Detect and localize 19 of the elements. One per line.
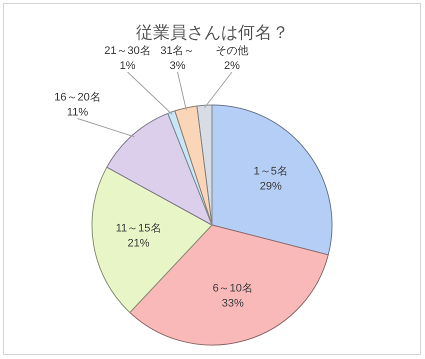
pie-slice	[92, 166, 212, 313]
data-label: 21%	[128, 238, 150, 250]
slice-label: 21～30名	[104, 45, 151, 57]
data-label: 1%	[120, 60, 136, 72]
data-label: 29%	[260, 180, 282, 192]
slice-label: 11～15名	[116, 222, 162, 235]
chart-title: 従業員さんは何名？	[136, 23, 289, 42]
slice-label: 31名～	[160, 45, 195, 57]
slice-label: 1～5名	[254, 165, 288, 178]
slice-label: その他	[216, 45, 248, 57]
data-label: 2%	[224, 60, 240, 72]
slice-label: 6～10名	[212, 282, 253, 294]
pie-slice	[212, 104, 332, 256]
pie-slice	[174, 105, 212, 226]
data-label: 3%	[170, 60, 186, 72]
slice-label: 16～20名	[54, 91, 101, 104]
data-label: 33%	[222, 297, 244, 310]
pie-slice	[129, 224, 329, 346]
data-label: 11%	[66, 106, 88, 118]
